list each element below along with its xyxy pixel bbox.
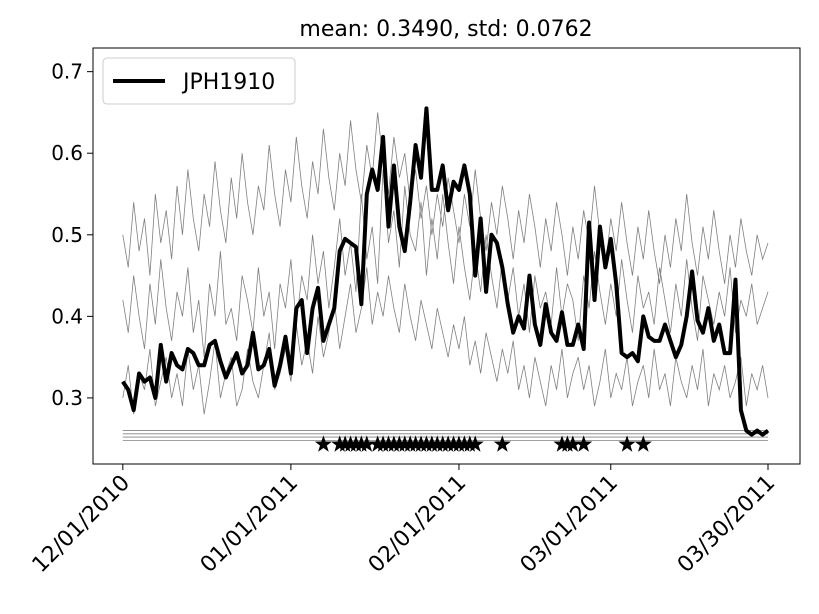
x-tick-label: 12/01/2010 bbox=[28, 471, 135, 578]
y-tick-label: 0.5 bbox=[51, 223, 83, 247]
y-tick-label: 0.4 bbox=[51, 304, 83, 328]
star-marker bbox=[575, 435, 593, 452]
star-marker bbox=[634, 435, 652, 452]
y-tick-label: 0.7 bbox=[51, 60, 83, 84]
star-marker bbox=[358, 435, 376, 452]
star-marker bbox=[466, 435, 484, 452]
y-tick-label: 0.3 bbox=[51, 386, 83, 410]
x-tick-label: 02/01/2011 bbox=[364, 471, 471, 578]
chart-title: mean: 0.3490, std: 0.0762 bbox=[299, 17, 592, 42]
plot-frame bbox=[92, 47, 801, 465]
star-marker bbox=[564, 435, 582, 452]
series-line bbox=[121, 106, 770, 437]
star-marker bbox=[493, 435, 511, 452]
x-tick-label: 03/01/2011 bbox=[516, 471, 623, 578]
plot-area bbox=[121, 106, 770, 441]
legend-label: JPH1910 bbox=[181, 70, 275, 95]
legend-box bbox=[102, 57, 296, 105]
background-line bbox=[122, 267, 769, 415]
y-tick-label: 0.6 bbox=[51, 141, 83, 165]
star-marker bbox=[314, 435, 332, 452]
x-tick-label: 03/30/2011 bbox=[673, 471, 780, 578]
x-tick-label: 01/01/2011 bbox=[196, 471, 303, 578]
star-marker bbox=[618, 435, 636, 452]
